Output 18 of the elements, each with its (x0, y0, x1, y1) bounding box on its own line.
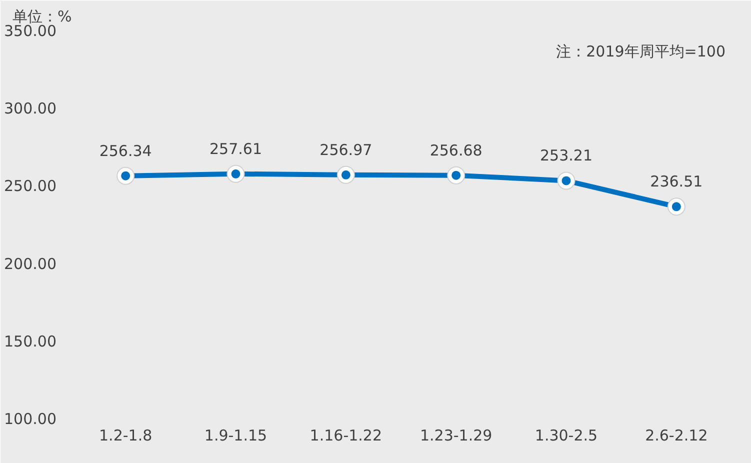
annotation: 注：2019年周平均=100 (556, 42, 726, 60)
y-tick-label: 200.00 (4, 254, 57, 273)
y-tick-label: 100.00 (4, 410, 57, 428)
y-tick-label: 300.00 (4, 100, 57, 118)
x-tick-label: 1.23-1.29 (420, 426, 492, 444)
x-tick-label: 1.16-1.22 (310, 426, 382, 444)
data-label: 256.97 (320, 140, 372, 159)
x-tick-label: 1.30-2.5 (534, 426, 598, 444)
x-tick-label: 1.9-1.15 (204, 426, 268, 444)
data-label: 253.21 (540, 146, 593, 165)
data-label: 257.61 (210, 140, 262, 158)
x-tick-label: 2.6-2.12 (645, 426, 708, 444)
data-label: 256.68 (430, 141, 482, 160)
x-tick-label: 1.2-1.8 (99, 426, 152, 444)
y-tick-label: 250.00 (4, 177, 57, 196)
y-tick-label: 150.00 (4, 332, 57, 350)
data-label: 236.51 (650, 172, 703, 191)
data-label: 256.34 (99, 142, 152, 160)
